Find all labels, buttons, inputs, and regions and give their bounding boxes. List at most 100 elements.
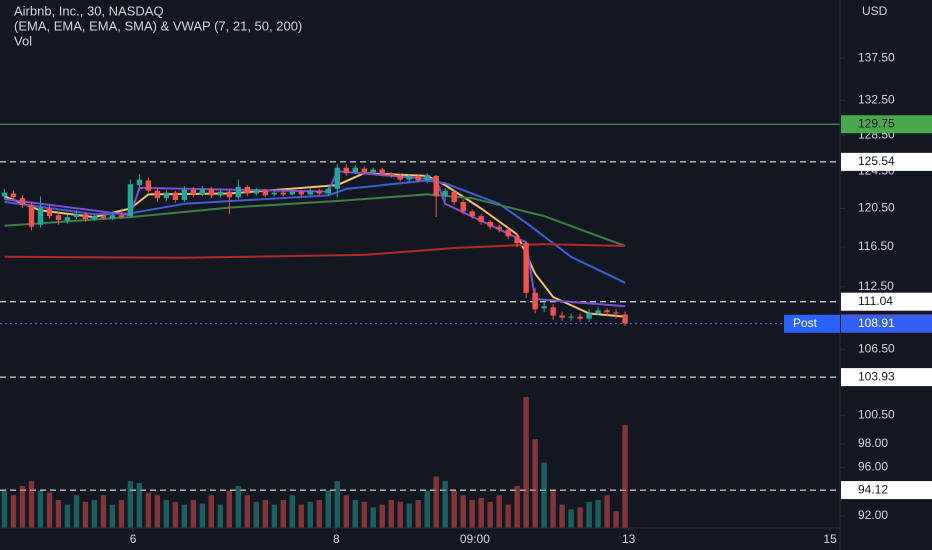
volume-bar bbox=[415, 499, 421, 528]
volume-bar bbox=[172, 501, 179, 528]
y-tick-label: 96.00 bbox=[858, 460, 888, 474]
post-tag-box bbox=[784, 314, 840, 333]
volume-bar bbox=[307, 501, 313, 528]
candle-body bbox=[190, 189, 197, 195]
volume-legend: Vol bbox=[14, 33, 32, 48]
volume-bar bbox=[73, 495, 80, 528]
volume-bar bbox=[343, 495, 349, 528]
candle-body bbox=[568, 316, 574, 318]
volume-bar bbox=[316, 499, 322, 528]
volume-bar bbox=[127, 481, 134, 528]
candle-body bbox=[388, 174, 394, 176]
volume-bar bbox=[586, 501, 592, 528]
candle-body bbox=[280, 192, 286, 195]
volume-bar bbox=[550, 490, 556, 528]
candle-body bbox=[604, 310, 610, 313]
volume-bar bbox=[190, 499, 197, 528]
candle-body bbox=[361, 168, 367, 173]
volume-bar bbox=[424, 490, 430, 528]
volume-bar bbox=[271, 504, 278, 528]
candle-body bbox=[109, 215, 116, 219]
candle-body bbox=[73, 214, 80, 218]
price-label: 129.75 bbox=[858, 116, 895, 130]
candle-body bbox=[469, 211, 475, 217]
candle-body bbox=[262, 189, 269, 196]
volume-bar bbox=[460, 495, 466, 528]
candle-body bbox=[424, 174, 430, 181]
volume-bar bbox=[91, 499, 98, 528]
candle-body bbox=[613, 312, 619, 314]
candle-body bbox=[622, 314, 628, 324]
volume-bar bbox=[505, 504, 511, 528]
volume-bar bbox=[523, 397, 529, 528]
volume-bar bbox=[199, 503, 206, 528]
candle-body bbox=[532, 292, 538, 310]
volume-bar bbox=[604, 495, 610, 528]
candle-body bbox=[316, 190, 322, 194]
volume-bar bbox=[82, 501, 89, 528]
indicator-line bbox=[4, 193, 626, 247]
candle-body bbox=[415, 175, 421, 181]
candle-body bbox=[307, 190, 313, 195]
y-tick-label: 100.50 bbox=[858, 408, 895, 422]
volume-bar bbox=[145, 492, 152, 528]
indicator-line bbox=[4, 243, 626, 259]
axes: 137.50132.50128.50124.50120.50116.50112.… bbox=[130, 50, 932, 546]
candle-body bbox=[442, 190, 448, 197]
volume-bar bbox=[1, 490, 8, 528]
candle-body bbox=[550, 307, 556, 316]
candle-body bbox=[496, 226, 502, 230]
candle-body bbox=[253, 189, 260, 194]
x-tick-label: 6 bbox=[130, 532, 137, 546]
volume-bar bbox=[379, 504, 385, 528]
volume-bar bbox=[541, 462, 547, 528]
x-tick-label: 8 bbox=[333, 532, 340, 546]
price-label-box bbox=[841, 152, 932, 171]
currency-label: USD bbox=[862, 4, 888, 18]
plot-area bbox=[0, 123, 840, 528]
candle-body bbox=[514, 236, 520, 244]
volume-bar bbox=[217, 504, 224, 528]
indicator-legend: (EMA, EMA, EMA, SMA) & VWAP (7, 21, 50, … bbox=[14, 18, 302, 33]
candle-body bbox=[559, 315, 565, 318]
price-label: 103.93 bbox=[858, 369, 895, 383]
candle-body bbox=[64, 217, 71, 221]
price-label-box bbox=[841, 314, 932, 333]
volume-bar bbox=[532, 439, 538, 528]
volume-bar bbox=[136, 483, 143, 528]
volume-bar bbox=[100, 495, 107, 528]
candle-body bbox=[244, 186, 251, 194]
volume-bar bbox=[235, 485, 242, 528]
candle-body bbox=[541, 306, 547, 309]
candle-body bbox=[379, 169, 385, 175]
volume-bar bbox=[487, 501, 493, 528]
volume-bar bbox=[253, 501, 260, 528]
candle-body bbox=[487, 221, 493, 227]
candle-body bbox=[127, 184, 134, 217]
volume-bar bbox=[514, 485, 520, 528]
candle-body bbox=[172, 192, 179, 201]
volume-bar bbox=[28, 481, 35, 528]
volume-bar bbox=[595, 499, 601, 528]
candle-body bbox=[334, 167, 340, 189]
candle-body bbox=[37, 207, 44, 225]
price-label: 125.54 bbox=[858, 154, 895, 168]
volume-bar bbox=[478, 498, 484, 528]
candle-body bbox=[343, 167, 349, 174]
candle-body bbox=[370, 169, 376, 173]
indicator-line bbox=[4, 170, 626, 308]
candle-body bbox=[10, 193, 17, 198]
volume-bar bbox=[298, 504, 304, 528]
candle-body bbox=[352, 167, 358, 173]
volume-bar bbox=[10, 495, 17, 528]
volume-bar bbox=[325, 490, 331, 528]
x-tick-label: 09:00 bbox=[460, 532, 490, 546]
candle-body bbox=[298, 191, 304, 195]
volume-bar bbox=[289, 495, 295, 528]
candle-body bbox=[433, 175, 439, 197]
volume-bar bbox=[118, 499, 125, 528]
volume-bar bbox=[361, 501, 367, 528]
volume-bar bbox=[181, 504, 188, 528]
